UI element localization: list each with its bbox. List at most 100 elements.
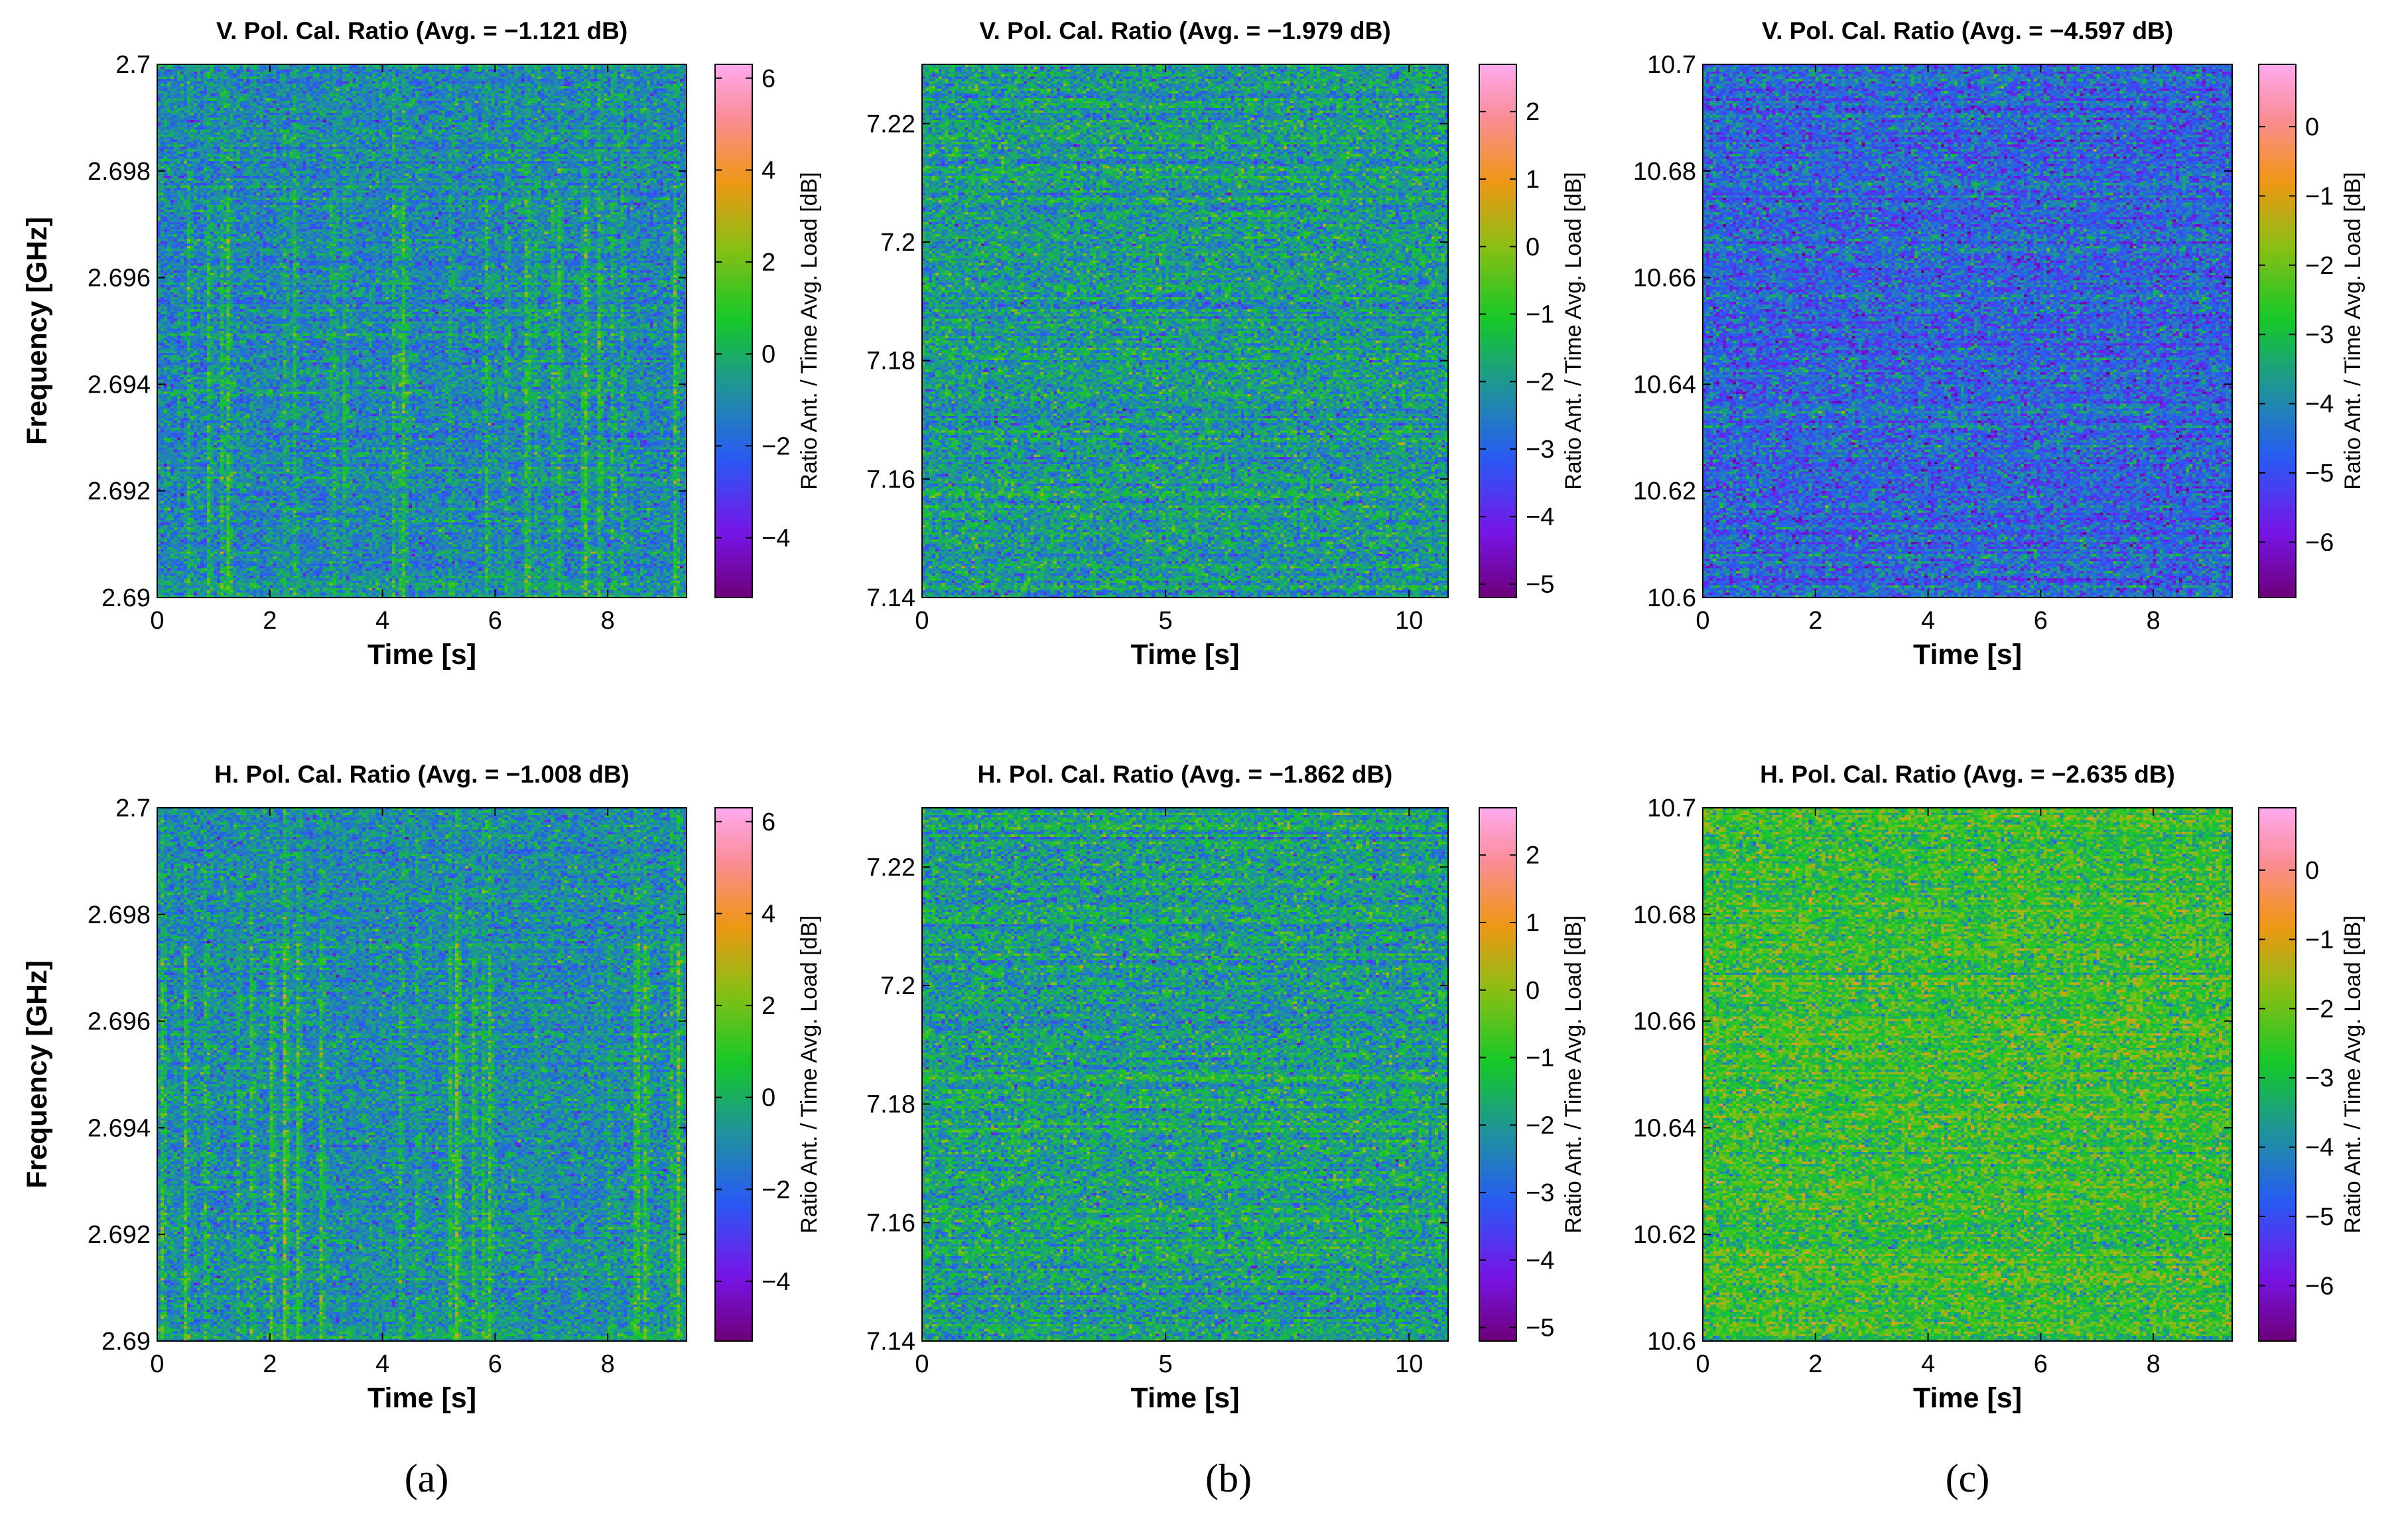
colorbar-tick-label: 1 (1526, 166, 1540, 194)
subplot-a-top: 0 2 4 6 8 2.69 2.692 2.694 2.696 2.698 2.7 V. Pol. … (21, 17, 822, 671)
x-tick-label: 10 (1395, 1350, 1423, 1378)
axes-frame (157, 807, 687, 1342)
y-tick-label: 7.14 (866, 584, 915, 612)
colorbar-tick-label: −2 (2305, 995, 2334, 1023)
x-tick-label: 4 (375, 607, 389, 635)
panel-label-b: (b) (1205, 1456, 1252, 1500)
panel-label-a: (a) (404, 1456, 449, 1500)
colorbar-tick-label: −5 (1526, 1315, 1554, 1342)
colorbar-tick-label: −4 (1526, 503, 1554, 531)
y-tick-label: 7.2 (880, 972, 915, 1000)
subplot-c-top: 0 2 4 6 8 10.6 10.62 10.64 10.66 10.68 10.7 V. Pol.… (1633, 17, 2365, 671)
heatmap-image (922, 808, 1448, 1341)
colorbar-tick-label: 0 (1526, 233, 1540, 261)
colorbar (1479, 64, 1517, 598)
colorbar-tick-label: 2 (762, 992, 775, 1020)
y-tick-label: 2.694 (88, 371, 151, 399)
axes-frame (1702, 807, 2233, 1342)
x-tick-label: 10 (1395, 607, 1423, 635)
subplot-title: H. Pol. Cal. Ratio (Avg. = −1.008 dB) (214, 761, 630, 788)
y-tick-label: 10.66 (1633, 265, 1696, 292)
y-tick-label: 10.62 (1633, 1221, 1696, 1249)
axes-frame (157, 64, 687, 598)
colorbar-tick-label: −2 (2305, 252, 2334, 280)
y-tick-label: 10.64 (1633, 371, 1696, 399)
x-tick-label: 0 (150, 1350, 164, 1378)
heatmap-image (1703, 808, 2232, 1341)
colorbar-tick-label: 4 (762, 157, 775, 184)
colorbar-tick-label: 0 (1526, 977, 1540, 1005)
x-axis-label: Time [s] (1130, 1382, 1239, 1414)
x-tick-label: 6 (2034, 607, 2048, 635)
colorbar-tick-label: 0 (762, 1084, 775, 1112)
y-tick-label: 10.6 (1647, 584, 1696, 612)
x-tick-label: 4 (1921, 1350, 1935, 1378)
colorbar-tick-label: 2 (1526, 842, 1540, 869)
colorbar-tick-label: −6 (2305, 529, 2334, 556)
x-axis-label: Time [s] (367, 1382, 476, 1414)
colorbar-tick-label: −1 (1526, 1045, 1554, 1072)
y-tick-label: 7.18 (866, 1091, 915, 1119)
subplot-c-bottom: 0 2 4 6 8 10.6 10.62 10.64 10.66 10.68 10.7 H. Pol.… (1633, 761, 2365, 1414)
colorbar-tick-label: −4 (2305, 1134, 2334, 1162)
x-tick-label: 8 (601, 607, 615, 635)
y-tick-label: 10.6 (1647, 1328, 1696, 1356)
colorbar-tick-label: −4 (762, 1268, 790, 1296)
y-tick-label: 7.16 (866, 1209, 915, 1237)
colorbar-tick-label: 0 (2305, 857, 2319, 885)
x-tick-label: 5 (1159, 607, 1173, 635)
x-tick-label: 2 (263, 1350, 277, 1378)
y-tick-label: 7.18 (866, 348, 915, 375)
colorbar-tick-label: −4 (1526, 1247, 1554, 1275)
colorbar-tick-label: 1 (1526, 909, 1540, 937)
subplot-title: V. Pol. Cal. Ratio (Avg. = −1.979 dB) (979, 17, 1390, 44)
y-tick-label: 2.698 (88, 901, 151, 929)
colorbar (714, 807, 753, 1342)
colorbar-tick-label: 4 (762, 900, 775, 928)
x-axis-label: Time [s] (1913, 1382, 2022, 1414)
heatmap-image (922, 64, 1448, 598)
colorbar-tick-label: −6 (2305, 1272, 2334, 1300)
x-tick-label: 0 (915, 607, 929, 635)
colorbar (2258, 807, 2296, 1342)
x-axis-label: Time [s] (1913, 639, 2022, 671)
x-tick-label: 6 (488, 1350, 502, 1378)
y-tick-label: 7.22 (866, 854, 915, 881)
subplot-a-bottom: 0 2 4 6 8 2.69 2.692 2.694 2.696 2.698 2.7 H. Pol. … (21, 761, 822, 1414)
x-tick-label: 2 (1808, 607, 1822, 635)
y-tick-label: 2.696 (88, 1008, 151, 1036)
y-tick-label: 10.68 (1633, 158, 1696, 186)
colorbar-tick-label: −2 (1526, 1112, 1554, 1139)
y-tick-label: 7.22 (866, 110, 915, 138)
y-tick-label: 2.696 (88, 265, 151, 292)
colorbar-tick-label: −2 (762, 432, 790, 460)
axes-frame (921, 807, 1449, 1342)
y-tick-label: 2.7 (115, 795, 151, 822)
x-tick-label: 4 (375, 1350, 389, 1378)
x-tick-label: 6 (488, 607, 502, 635)
heatmap-image (157, 64, 687, 598)
axes-frame (1702, 64, 2233, 598)
x-tick-label: 6 (2034, 1350, 2048, 1378)
x-tick-label: 2 (1808, 1350, 1822, 1378)
x-tick-label: 0 (150, 607, 164, 635)
colorbar-label: Ratio Ant. / Time Avg. Load [dB] (797, 915, 822, 1233)
x-tick-label: 8 (2147, 1350, 2161, 1378)
colorbar-label: Ratio Ant. / Time Avg. Load [dB] (2340, 172, 2365, 489)
colorbar-tick-label: 6 (762, 808, 775, 836)
y-tick-label: 7.2 (880, 229, 915, 257)
x-tick-label: 2 (263, 607, 277, 635)
colorbar-tick-label: −5 (1526, 571, 1554, 599)
y-axis-label: Frequency [GHz] (21, 960, 53, 1188)
y-tick-label: 10.7 (1647, 795, 1696, 822)
y-tick-label: 2.692 (88, 478, 151, 505)
colorbar-tick-label: −5 (2305, 460, 2334, 487)
y-tick-label: 2.692 (88, 1221, 151, 1249)
panel-label-c: (c) (1945, 1456, 1990, 1500)
x-tick-label: 0 (1696, 1350, 1709, 1378)
colorbar-tick-label: 2 (1526, 98, 1540, 126)
x-tick-label: 0 (1696, 607, 1709, 635)
heatmap-image (157, 808, 687, 1341)
